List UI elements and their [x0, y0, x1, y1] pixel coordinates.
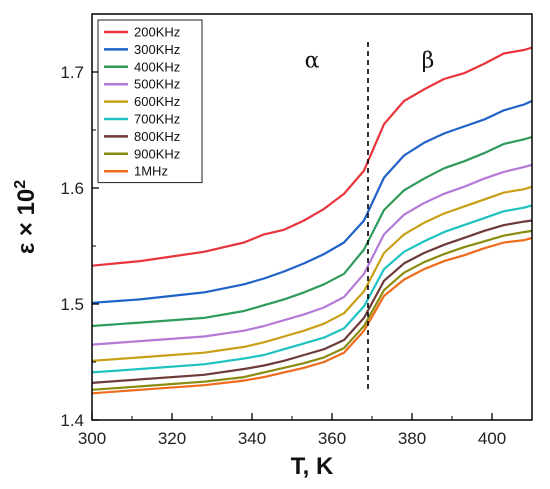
y-axis-title: ε × 102 — [12, 180, 40, 254]
legend-label: 500KHz — [134, 77, 180, 92]
x-tick-label: 400 — [478, 429, 506, 448]
y-axis-title-main: ε × 10 — [13, 189, 40, 254]
y-axis-title-exponent: 2 — [12, 180, 29, 189]
x-tick-label: 320 — [158, 429, 186, 448]
series-line-600KHz — [91, 185, 533, 362]
legend-label: 800KHz — [134, 129, 180, 144]
series-line-900KHz — [91, 229, 533, 391]
legend-label: 600KHz — [134, 94, 180, 109]
series-line-500KHz — [91, 163, 533, 346]
series-line-200KHz — [91, 46, 533, 267]
series-line-1MHz — [91, 236, 533, 395]
y-tick-label: 1.4 — [60, 411, 84, 430]
y-tick-label: 1.5 — [60, 295, 84, 314]
legend-label: 1MHz — [134, 164, 168, 179]
x-tick-label: 380 — [398, 429, 426, 448]
plot-frame — [91, 13, 533, 421]
legend-label: 900KHz — [134, 146, 180, 161]
x-axis-title: T, K — [291, 453, 334, 480]
x-tick-label: 340 — [238, 429, 266, 448]
phase-label: β — [422, 48, 435, 73]
series-line-400KHz — [91, 135, 533, 328]
y-tick-label: 1.7 — [60, 63, 84, 82]
series-line-700KHz — [91, 204, 533, 374]
phase-label: α — [305, 48, 320, 73]
legend-label: 700KHz — [134, 112, 180, 127]
x-tick-label: 360 — [318, 429, 346, 448]
legend-label: 200KHz — [134, 25, 180, 40]
y-tick-label: 1.6 — [60, 179, 84, 198]
series-line-300KHz — [91, 99, 533, 304]
legend-label: 300KHz — [134, 42, 180, 57]
legend-label: 400KHz — [134, 59, 180, 74]
x-tick-label: 300 — [78, 429, 106, 448]
series-line-800KHz — [91, 219, 533, 384]
